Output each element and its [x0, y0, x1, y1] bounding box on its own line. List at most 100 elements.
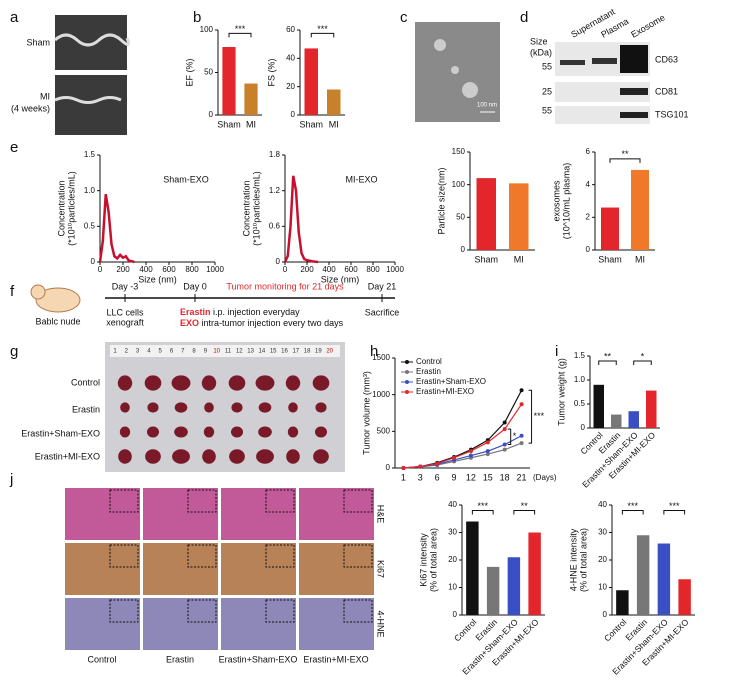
echo-trace [54, 96, 122, 104]
y-tick-label: 10 [598, 583, 607, 592]
y-tick-label: 2 [586, 212, 591, 221]
chart: 0 10 20 30 40 4-HNE intensity (% of total area… [568, 500, 695, 677]
tumor [314, 426, 328, 438]
x-tick-label: 15 [483, 472, 493, 482]
treatment: EXO intra-tumor injection every two days [180, 318, 344, 328]
y-axis-label: (% of total area) [428, 528, 438, 592]
cells-label: LLC cells [106, 307, 144, 317]
point [485, 449, 490, 454]
echo-label: Sham [26, 37, 50, 47]
bar [486, 566, 500, 615]
band [592, 58, 617, 64]
tumor [144, 375, 162, 391]
chart: 0 20 40 60 FS (%) Sham MI *** [266, 24, 345, 129]
y-tick-label: 0 [581, 423, 586, 432]
x-tick-label: 9 [452, 472, 457, 482]
ihc-tile [65, 488, 140, 540]
tumor [313, 449, 329, 464]
ruler [110, 345, 340, 357]
y-axis-label: Tumor weight (g) [556, 358, 566, 426]
ihc-tile [299, 488, 374, 540]
point [519, 441, 524, 446]
ihc-grid: H&E Ki67 4-HNE Control Erastin Erastin+Sham-E… [65, 488, 386, 664]
echo-image [55, 15, 127, 70]
ruler-label: 6 [170, 349, 174, 355]
legend-marker [405, 390, 409, 394]
y-tick-label: 1.2 [269, 186, 281, 195]
panel-label: d [520, 9, 528, 26]
group-label: Control [71, 377, 100, 387]
x-tick-label: 3 [418, 472, 423, 482]
point [519, 433, 524, 438]
chart: 0 0.5 1.0 1.5 Concentration (*10¹⁰particles/m… [56, 150, 224, 284]
y-axis-label: EF (%) [184, 58, 194, 86]
tumor [315, 402, 327, 413]
cells-label: xenograft [106, 317, 144, 327]
stain-label: H&E [376, 505, 386, 524]
panel-label: g [10, 343, 18, 360]
tumor [203, 426, 215, 438]
panel-label: h [370, 343, 378, 360]
x-tick-label: MI [246, 119, 256, 129]
bar [678, 579, 691, 615]
y-axis-label: exosomes [551, 180, 561, 222]
point [485, 440, 490, 445]
ihc-inset [109, 599, 139, 623]
x-tick-label: Control [602, 617, 629, 644]
bar [509, 183, 529, 250]
y-tick-label: 40 [448, 500, 457, 509]
chart: 0 50 100 EF (%) Sham MI *** [184, 24, 262, 129]
band [620, 88, 648, 95]
protein-label: CD63 [655, 54, 678, 64]
tumor [228, 375, 246, 391]
ruler-label: 10 [213, 349, 220, 355]
ihc-inset [343, 544, 373, 568]
blot-strip [555, 106, 650, 124]
ihc-tile [143, 598, 218, 650]
tumor [117, 375, 133, 391]
bar [631, 169, 649, 250]
significance-bracket [598, 360, 617, 366]
x-tick-label: 6 [435, 472, 440, 482]
protein-label: TSG101 [655, 109, 689, 119]
y-tick-label: 150 [452, 147, 466, 156]
y-tick-label: 1500 [372, 353, 390, 362]
point [418, 464, 423, 469]
ihc-inset [265, 489, 295, 513]
y-tick-label: 40 [286, 53, 295, 62]
ihc-inset [343, 599, 373, 623]
y-tick-label: 30 [448, 528, 457, 537]
ihc-tile [65, 543, 140, 595]
bar [304, 48, 318, 115]
size-distribution [98, 194, 135, 264]
bar [636, 535, 650, 615]
bar [616, 590, 629, 615]
point [502, 447, 507, 452]
bar [593, 384, 604, 428]
point [502, 442, 507, 447]
ruler-label: 4 [147, 349, 151, 355]
ruler-label: 14 [259, 349, 266, 355]
point [502, 420, 507, 425]
tumor-photo [105, 342, 345, 472]
tumor [256, 449, 274, 464]
y-tick-label: 100 [200, 25, 214, 34]
y-tick-label: 0 [453, 610, 458, 619]
panel-label: j [9, 471, 13, 488]
y-axis-label: (% of total area) [578, 528, 588, 592]
echo-label: MI [40, 91, 50, 101]
y-tick-label: 40 [598, 500, 607, 509]
significance: *** [627, 501, 638, 511]
bar [327, 89, 341, 115]
ihc-inset [343, 489, 373, 513]
ihc-inset [265, 544, 295, 568]
x-tick-label: MI [635, 254, 645, 264]
bar [222, 47, 236, 115]
vesicle [434, 39, 446, 51]
ruler-label: 7 [181, 349, 185, 355]
point [485, 452, 490, 457]
tumor [172, 449, 190, 464]
x-tick-label: Sham [299, 119, 323, 129]
point [502, 427, 507, 432]
